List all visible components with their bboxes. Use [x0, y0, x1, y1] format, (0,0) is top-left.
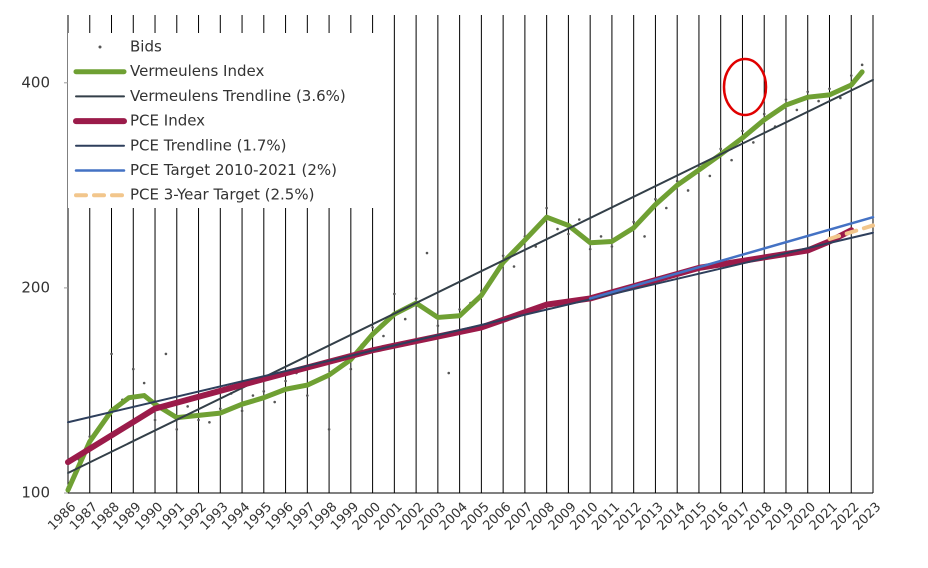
bid-point [752, 141, 755, 144]
bid-point [458, 308, 461, 311]
bid-point [795, 108, 799, 112]
series-line [67, 231, 874, 424]
y-tick-label: 200 [21, 278, 50, 296]
legend-label: Vermeulens Trendline (3.6%) [130, 87, 346, 105]
legend-label: Bids [130, 38, 162, 56]
bid-point [251, 394, 255, 397]
bid-point [839, 96, 842, 100]
bid-point [436, 324, 440, 328]
bid-point [588, 247, 592, 251]
y-tick-label: 100 [21, 484, 50, 502]
bid-point [545, 206, 548, 210]
bid-point [719, 147, 723, 151]
bid-point [849, 74, 853, 77]
bid-point [403, 317, 407, 321]
bid-point [110, 352, 113, 356]
bid-point [327, 428, 331, 431]
bid-point [218, 407, 222, 410]
bid-point [784, 98, 788, 101]
legend-label: Vermeulens Index [130, 62, 264, 80]
bid-point [306, 394, 309, 397]
legend-marker [98, 45, 102, 49]
bid-point [164, 352, 168, 356]
bid-point [414, 297, 418, 300]
bid-point [262, 390, 266, 393]
bid-point [599, 235, 603, 238]
bid-point [447, 371, 451, 375]
bid-point [806, 90, 810, 94]
bid-point [762, 112, 766, 116]
bid-point [382, 334, 385, 338]
bid-point [643, 235, 646, 238]
bid-point [860, 63, 864, 67]
series-line [67, 78, 874, 474]
bid-point [273, 400, 276, 404]
legend-label: PCE Target 2010-2021 (2%) [130, 161, 337, 179]
bid-point [828, 87, 831, 91]
bid-point [665, 206, 668, 210]
series-line [588, 215, 875, 300]
highlight-circle [722, 57, 768, 117]
bid-point [741, 129, 744, 133]
bid-point [654, 197, 657, 201]
bid-point [142, 381, 146, 385]
bid-point [131, 367, 135, 371]
bid-point [556, 227, 559, 231]
legend-label: PCE 3-Year Target (2.5%) [130, 186, 314, 204]
series-line [827, 223, 875, 241]
bid-point [284, 379, 287, 383]
bid-point [393, 292, 396, 296]
bid-point [632, 220, 635, 224]
legend: Bids Vermeulens Index Vermeulens Trendline… [73, 38, 346, 204]
bid-point [240, 409, 244, 413]
bid-point [186, 405, 189, 408]
y-tick-label: 400 [21, 73, 50, 91]
bid-point [153, 418, 157, 422]
bid-point [567, 232, 570, 236]
bid-point [197, 418, 200, 422]
bid-point [371, 326, 374, 329]
legend-label: PCE Index [130, 112, 205, 130]
legend-label: PCE Trendline (1.7%) [130, 136, 286, 154]
bid-point [512, 265, 516, 268]
series-line [65, 227, 855, 466]
bid-point [425, 251, 429, 255]
bid-point [349, 367, 353, 371]
bid-point [610, 245, 614, 248]
bid-point [817, 99, 820, 103]
bid-point [208, 420, 211, 424]
bid-point [577, 218, 581, 221]
bid-point [175, 428, 179, 431]
bid-point [501, 254, 505, 257]
bid-point [686, 189, 690, 192]
bid-point [708, 174, 712, 178]
bid-point [730, 158, 733, 162]
